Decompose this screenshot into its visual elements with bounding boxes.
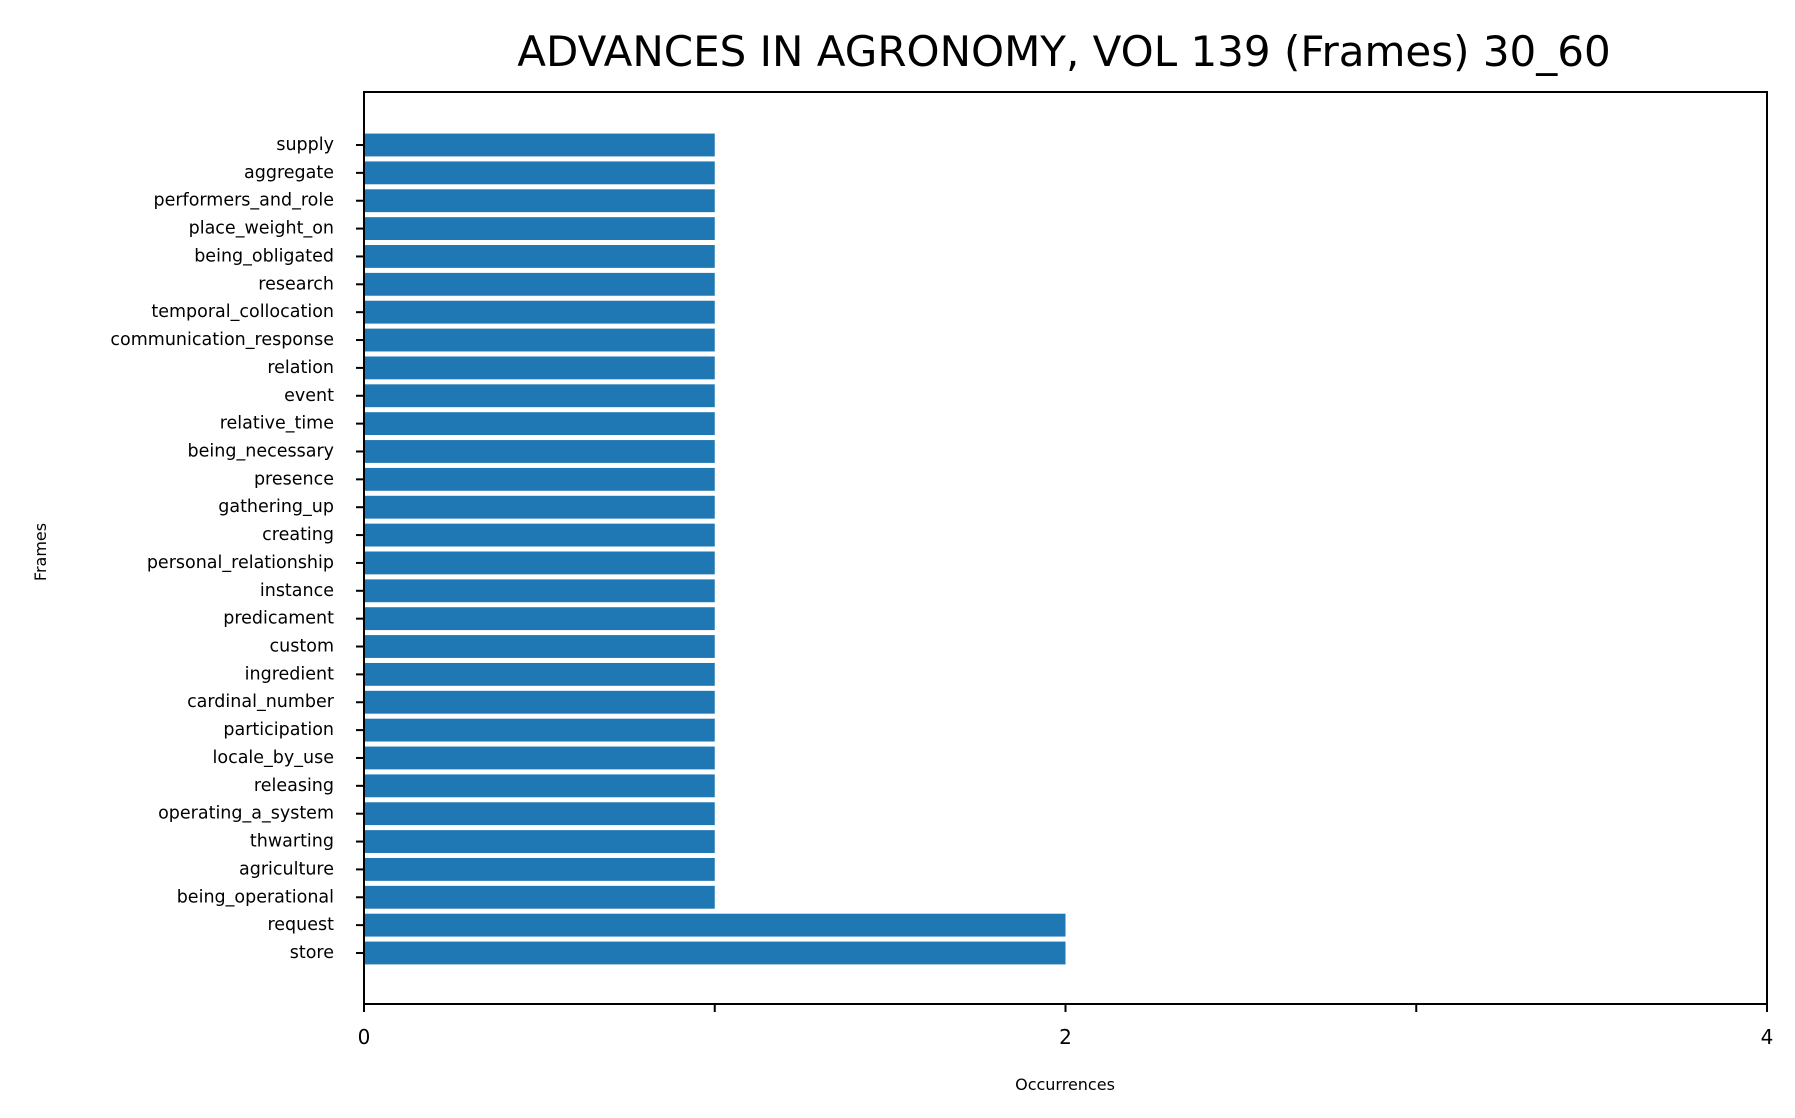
y-tick-label: aggregate xyxy=(244,163,334,183)
bar-releasing xyxy=(364,774,715,798)
y-tick-label: place_weight_on xyxy=(189,219,334,239)
bar-performers_and_role xyxy=(364,189,715,213)
bar-personal_relationship xyxy=(364,551,715,575)
x-tick-label: 2 xyxy=(1059,1025,1072,1049)
bar-gathering_up xyxy=(364,495,715,519)
y-tick-label: temporal_collocation xyxy=(151,302,334,322)
bar-supply xyxy=(364,133,715,157)
y-tick-label: being_operational xyxy=(177,887,334,907)
y-tick-label: participation xyxy=(223,720,334,740)
bar-cardinal_number xyxy=(364,690,715,714)
bar-relation xyxy=(364,356,715,380)
bar-temporal_collocation xyxy=(364,300,715,324)
chart-title: ADVANCES IN AGRONOMY, VOL 139 (Frames) 3… xyxy=(517,27,1610,76)
bar-research xyxy=(364,272,715,296)
y-tick-label: releasing xyxy=(254,776,334,796)
bar-custom xyxy=(364,635,715,658)
bar-communication_response xyxy=(364,328,715,352)
y-tick-label: event xyxy=(284,386,334,406)
y-tick-label: agriculture xyxy=(239,859,334,879)
y-tick-label: cardinal_number xyxy=(187,692,335,712)
x-axis-ticks: 0 2 4 xyxy=(358,1004,1774,1049)
bar-instance xyxy=(364,579,715,603)
y-tick-label: personal_relationship xyxy=(147,553,334,573)
bar-being_operational xyxy=(364,885,715,909)
y-tick-label: research xyxy=(258,274,334,294)
y-tick-label: performers_and_role xyxy=(153,191,334,211)
bar-locale_by_use xyxy=(364,746,715,770)
bar-relative_time xyxy=(364,412,715,436)
bar-request xyxy=(364,913,1066,937)
x-axis-label: Occurrences xyxy=(1015,1075,1115,1094)
y-tick-label: request xyxy=(267,915,334,935)
y-tick-label: supply xyxy=(276,135,334,155)
x-tick-label: 0 xyxy=(358,1025,371,1049)
y-tick-label: being_necessary xyxy=(188,441,334,461)
bar-event xyxy=(364,384,715,408)
bar-aggregate xyxy=(364,161,715,185)
y-tick-label: thwarting xyxy=(250,832,334,852)
y-axis-ticks: supply aggregate performers_and_role place_… xyxy=(110,135,364,963)
bar-participation xyxy=(364,718,715,742)
bar-ingredient xyxy=(364,662,715,686)
bar-being_necessary xyxy=(364,440,715,463)
y-tick-label: gathering_up xyxy=(218,497,334,517)
x-tick-label: 4 xyxy=(1761,1025,1774,1049)
bar-store xyxy=(364,941,1066,965)
y-tick-label: communication_response xyxy=(110,330,334,350)
bar-presence xyxy=(364,467,715,491)
bar-place_weight_on xyxy=(364,217,715,241)
bars-group xyxy=(364,133,1066,965)
bar-operating_a_system xyxy=(364,802,715,826)
y-tick-label: being_obligated xyxy=(194,246,334,266)
y-tick-label: custom xyxy=(270,637,334,657)
y-tick-label: instance xyxy=(260,581,334,601)
y-tick-label: presence xyxy=(254,469,334,489)
y-axis-label: Frames xyxy=(31,523,50,581)
bar-creating xyxy=(364,523,715,547)
plot-frame xyxy=(363,91,1768,1005)
y-tick-label: relative_time xyxy=(220,414,334,434)
y-tick-label: locale_by_use xyxy=(213,748,334,768)
bar-agriculture xyxy=(364,857,715,881)
bar-being_obligated xyxy=(364,245,715,268)
y-tick-label: creating xyxy=(262,525,334,545)
y-tick-label: relation xyxy=(267,358,334,378)
y-tick-label: predicament xyxy=(223,609,334,629)
y-tick-label: store xyxy=(290,943,334,963)
bar-predicament xyxy=(364,607,715,631)
bar-thwarting xyxy=(364,830,715,853)
y-tick-label: operating_a_system xyxy=(158,804,334,824)
y-tick-label: ingredient xyxy=(245,664,334,684)
